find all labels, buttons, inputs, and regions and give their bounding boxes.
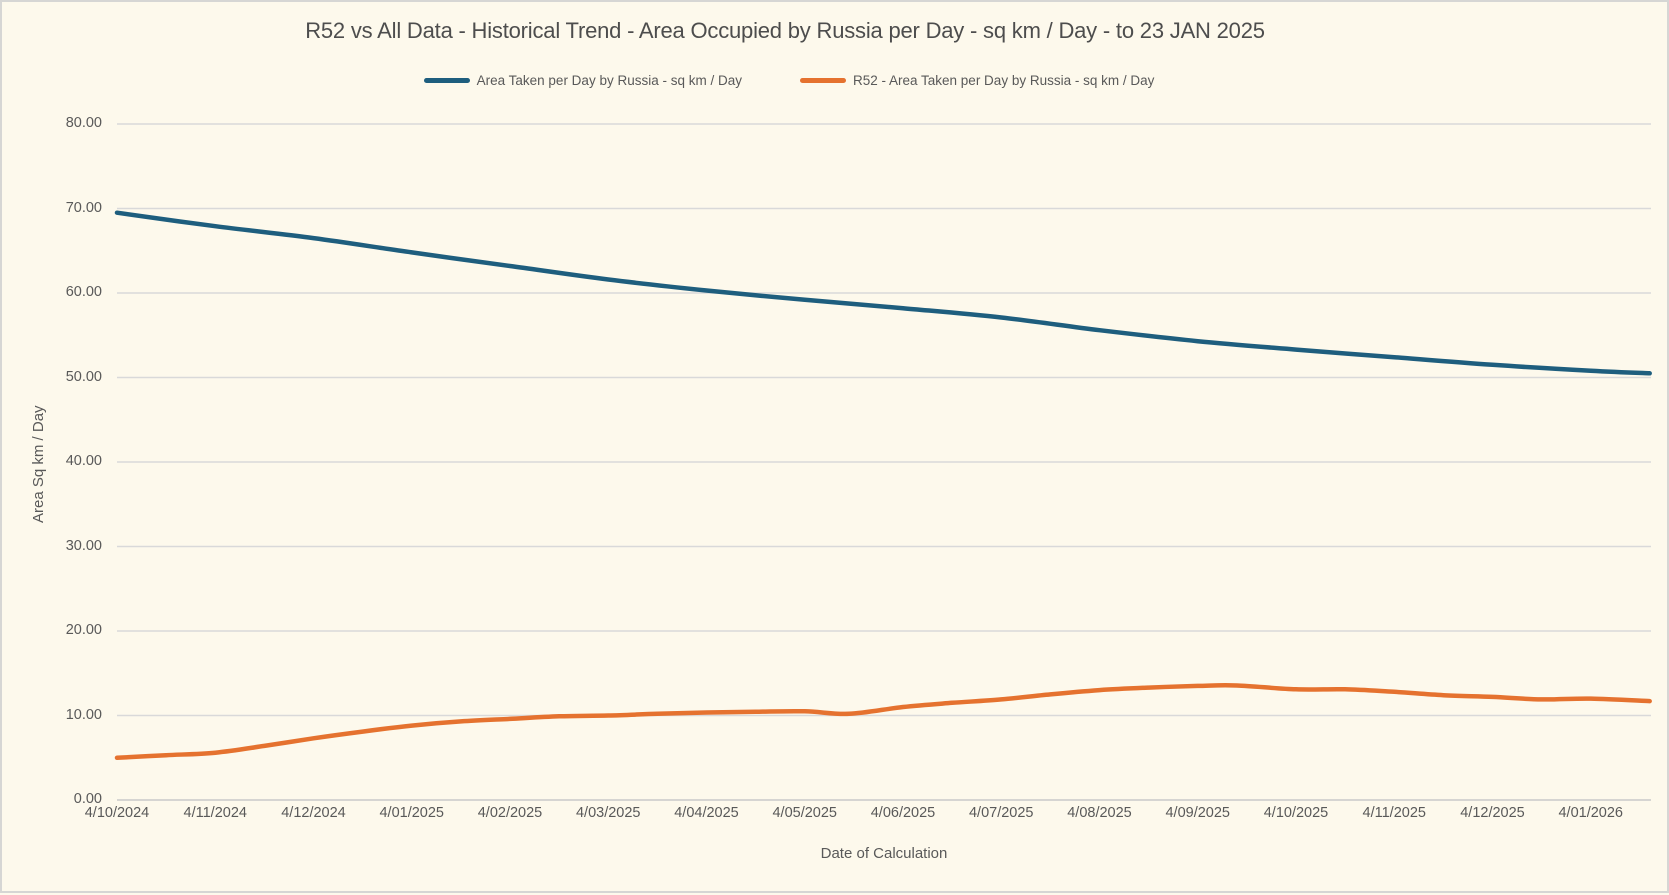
x-tick-label: 4/03/2025 (575, 805, 641, 821)
x-tick-label: 4/05/2025 (772, 805, 837, 821)
x-tick-label: 4/01/2026 (1558, 805, 1623, 821)
series-line-1 (114, 683, 1652, 761)
legend-line-marker-icon (799, 78, 846, 83)
x-axis-title: Date of Calculation (820, 845, 948, 862)
x-tick-label: 4/09/2025 (1165, 805, 1230, 821)
legend-label: Area Taken per Day by Russia - sq km / D… (476, 73, 742, 88)
y-tick-label: 80.00 (65, 115, 102, 131)
x-tick-label: 4/10/2025 (1263, 805, 1329, 821)
y-tick-label: 20.00 (65, 622, 102, 638)
x-tick-label: 4/11/2025 (1362, 805, 1426, 821)
y-tick-label: 10.00 (65, 706, 102, 723)
y-tick-label: 60.00 (65, 284, 102, 300)
chart-legend: Area Taken per Day by Russia - sq km / D… (2, 73, 1576, 88)
y-tick-label: 30.00 (65, 537, 102, 554)
legend-label: R52 - Area Taken per Day by Russia - sq … (852, 73, 1155, 88)
legend-item-all-data: Area Taken per Day by Russia - sq km / D… (423, 73, 742, 88)
y-tick-label: 0.00 (73, 791, 102, 807)
y-tick-label: 50.00 (65, 368, 102, 385)
x-tick-label: 4/12/2025 (1460, 805, 1525, 821)
x-tick-label: 4/07/2025 (968, 805, 1034, 821)
x-tick-label: 4/11/2024 (183, 805, 247, 821)
chart-title: R52 vs All Data - Historical Trend - Are… (305, 18, 1265, 43)
x-tick-label: 4/01/2025 (379, 805, 444, 821)
y-axis-title: Area Sq km / Day (30, 405, 47, 523)
x-tick-label: 4/10/2024 (84, 805, 150, 821)
legend-line-marker-icon (423, 78, 470, 83)
x-tick-label: 4/04/2025 (674, 805, 739, 821)
y-tick-label: 70.00 (65, 199, 102, 216)
x-tick-label: 4/12/2024 (281, 805, 346, 821)
x-tick-label: 4/02/2025 (477, 805, 543, 821)
legend-item-r52: R52 - Area Taken per Day by Russia - sq … (799, 73, 1155, 88)
x-tick-label: 4/08/2025 (1067, 805, 1132, 821)
x-tick-label: 4/06/2025 (870, 805, 936, 821)
series-line-0 (114, 210, 1652, 376)
y-tick-label: 40.00 (65, 453, 102, 469)
